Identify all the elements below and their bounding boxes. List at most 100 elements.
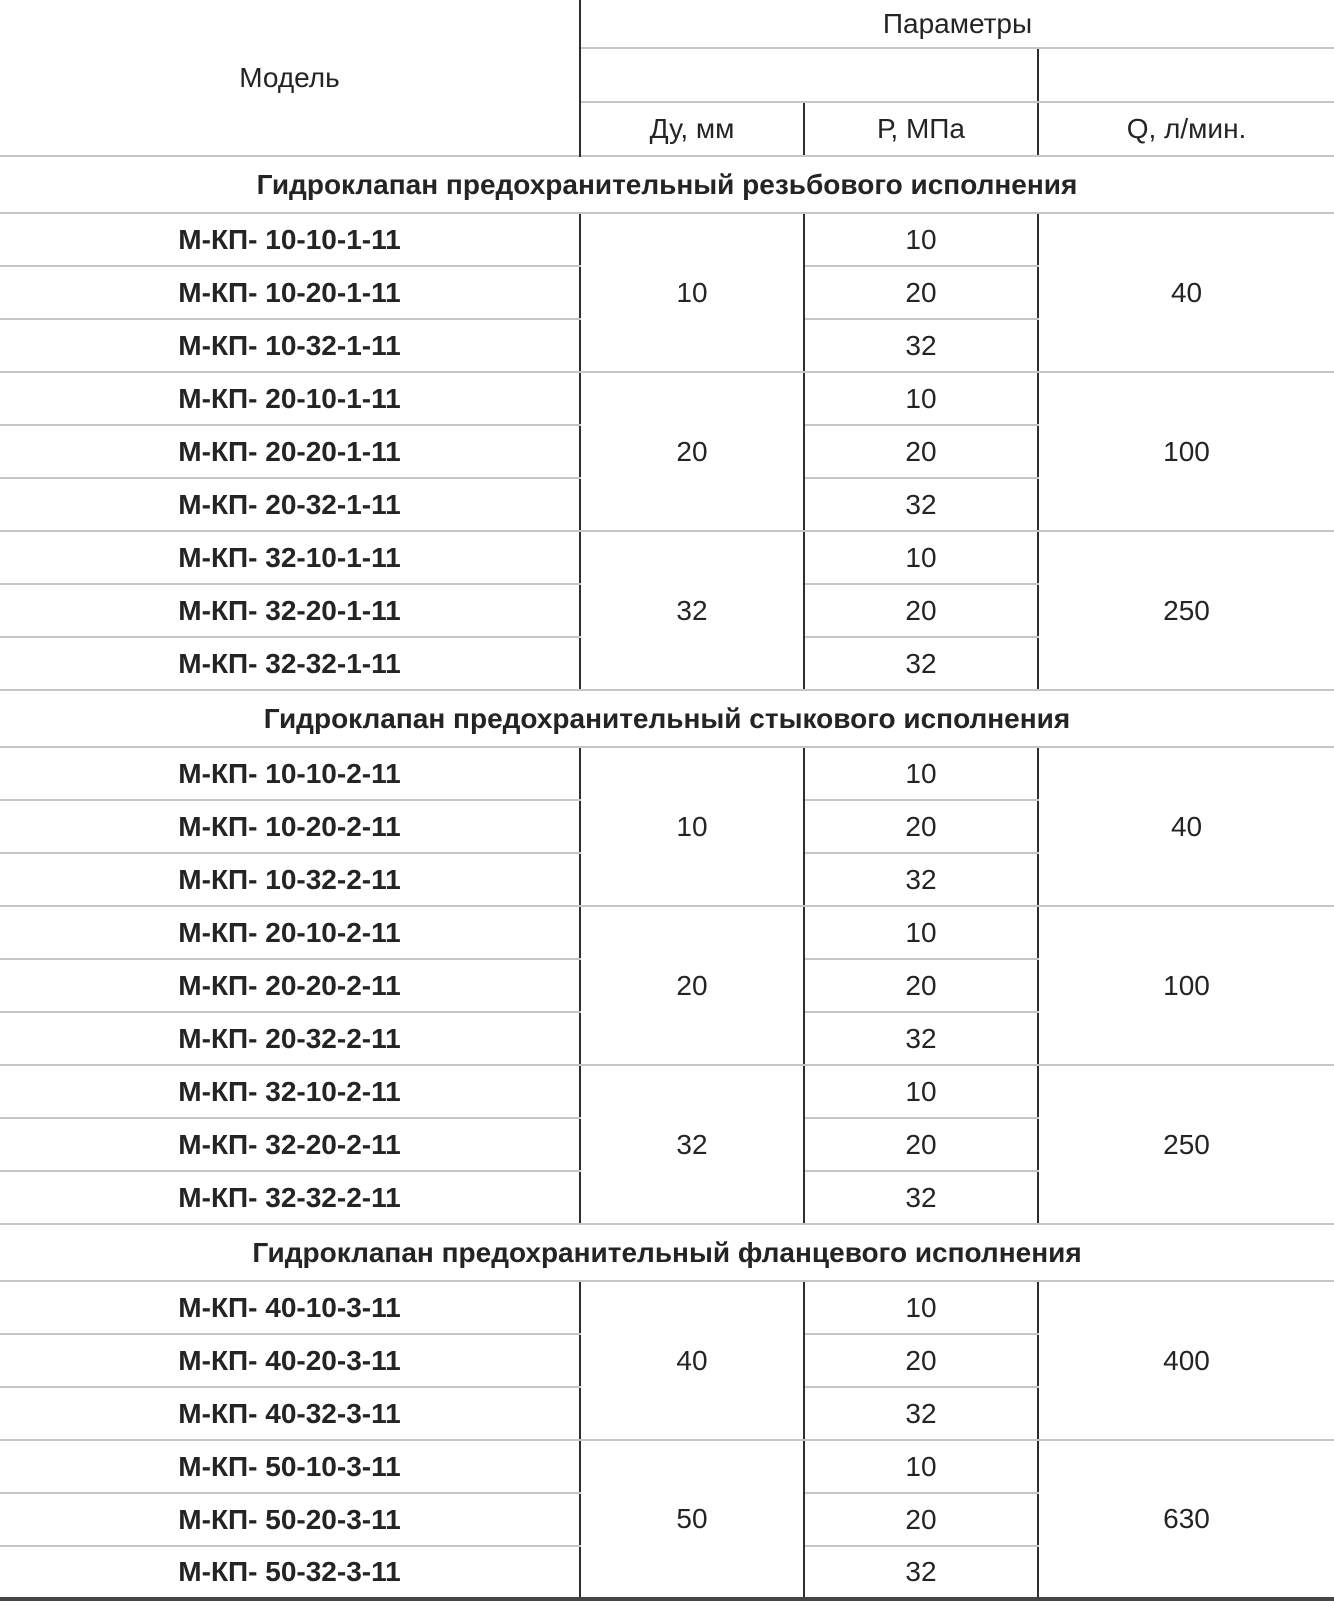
section-title: Гидроклапан предохранительный фланцевого… [0,1223,1334,1282]
du-value-cell: 20 [580,906,805,1066]
table-row: М-КП- 32-20-1-11 20 [0,584,1334,638]
model-cell: М-КП- 10-20-2-11 [0,800,581,854]
table-row: М-КП- 10-20-2-11 20 [0,800,1334,854]
pressure-value-cell: 10 [804,1281,1039,1335]
model-cell: М-КП- 32-32-1-11 [0,637,581,691]
table-row: М-КП- 20-10-1-11 20 10 100 [0,372,1334,532]
table-row: М-КП- 50-32-3-11 32 [0,1546,1334,1600]
header-row-parameters: Модель Параметры [0,0,1334,156]
header-spacer-row [0,48,1334,103]
flow-value-cell: 630 [1038,1440,1334,1600]
pressure-value-cell: 20 [804,584,1039,638]
pressure-value-cell: 32 [804,1546,1039,1600]
pressure-value-cell: 32 [804,637,1039,691]
pressure-value-cell: 10 [804,372,1039,426]
model-cell: М-КП- 32-20-2-11 [0,1118,581,1172]
pressure-column-header: Р, МПа [804,102,1039,157]
section-title-row: Гидроклапан предохранительный стыкового … [0,689,1334,748]
header-row-units: Ду, мм Р, МПа Q, л/мин. [0,102,1334,157]
section-title-row: Гидроклапан предохранительный резьбового… [0,155,1334,214]
pressure-value-cell: 10 [804,531,1039,585]
table-row: М-КП- 50-20-3-11 20 [0,1493,1334,1547]
header-spacer-right [1038,48,1334,103]
du-value-cell: 20 [580,372,805,532]
table-row: М-КП- 40-10-3-11 40 10 400 [0,1281,1334,1441]
table-row: М-КП- 10-32-1-11 32 [0,319,1334,373]
parameters-group-header: Параметры [580,0,1334,49]
model-cell: М-КП- 10-32-2-11 [0,853,581,907]
model-cell: М-КП- 40-32-3-11 [0,1387,581,1441]
model-cell: М-КП- 50-20-3-11 [0,1493,581,1547]
pressure-value-cell: 10 [804,1065,1039,1119]
pressure-value-cell: 20 [804,1334,1039,1388]
du-value-cell: 10 [580,213,805,373]
table-row: М-КП- 40-32-3-11 32 [0,1387,1334,1441]
du-value-cell: 32 [580,531,805,691]
model-cell: М-КП- 40-20-3-11 [0,1334,581,1388]
pressure-value-cell: 10 [804,213,1039,267]
table-row: М-КП- 32-32-2-11 32 [0,1171,1334,1225]
model-cell: М-КП- 50-10-3-11 [0,1440,581,1494]
table-row: М-КП- 32-20-2-11 20 [0,1118,1334,1172]
model-cell: М-КП- 20-10-1-11 [0,372,581,426]
du-value-cell: 32 [580,1065,805,1225]
pressure-value-cell: 32 [804,1012,1039,1066]
pressure-value-cell: 20 [804,959,1039,1013]
table-row: М-КП- 32-10-1-11 32 10 250 [0,531,1334,691]
pressure-value-cell: 32 [804,1171,1039,1225]
table-row: М-КП- 32-10-2-11 32 10 250 [0,1065,1334,1225]
flow-value-cell: 100 [1038,906,1334,1066]
model-cell: М-КП- 32-20-1-11 [0,584,581,638]
model-cell: М-КП- 40-10-3-11 [0,1281,581,1335]
du-value-cell: 10 [580,747,805,907]
model-cell: М-КП- 32-10-1-11 [0,531,581,585]
model-cell: М-КП- 32-10-2-11 [0,1065,581,1119]
flow-value-cell: 40 [1038,213,1334,373]
model-cell: М-КП- 32-32-2-11 [0,1171,581,1225]
header-spacer-left [580,48,1039,103]
section-title: Гидроклапан предохранительный резьбового… [0,155,1334,214]
model-cell: М-КП- 20-10-2-11 [0,906,581,960]
table-row: М-КП- 50-10-3-11 50 10 630 [0,1440,1334,1600]
pressure-value-cell: 20 [804,425,1039,479]
model-cell: М-КП- 50-32-3-11 [0,1546,581,1600]
flow-value-cell: 100 [1038,372,1334,532]
table-row: М-КП- 10-10-1-11 10 10 40 [0,213,1334,373]
du-value-cell: 50 [580,1440,805,1600]
model-cell: М-КП- 10-10-1-11 [0,213,581,267]
model-cell: М-КП- 10-10-2-11 [0,747,581,801]
pressure-value-cell: 32 [804,478,1039,532]
du-value-cell: 40 [580,1281,805,1441]
pressure-value-cell: 20 [804,1118,1039,1172]
pressure-value-cell: 32 [804,319,1039,373]
table-row: М-КП- 20-20-2-11 20 [0,959,1334,1013]
table-row: М-КП- 10-20-1-11 20 [0,266,1334,320]
models-column-header: Модель [0,0,581,156]
section-title-row: Гидроклапан предохранительный фланцевого… [0,1223,1334,1282]
model-cell: М-КП- 20-32-1-11 [0,478,581,532]
flow-value-cell: 40 [1038,747,1334,907]
flow-value-cell: 250 [1038,531,1334,691]
pressure-value-cell: 10 [804,906,1039,960]
model-cell: М-КП- 20-20-1-11 [0,425,581,479]
table-row: М-КП- 20-32-2-11 32 [0,1012,1334,1066]
pressure-value-cell: 10 [804,1440,1039,1494]
table-row: М-КП- 40-20-3-11 20 [0,1334,1334,1388]
model-cell: М-КП- 20-32-2-11 [0,1012,581,1066]
model-cell: М-КП- 20-20-2-11 [0,959,581,1013]
table-row: М-КП- 10-10-2-11 10 10 40 [0,747,1334,907]
flow-value-cell: 250 [1038,1065,1334,1225]
table-row: М-КП- 10-32-2-11 32 [0,853,1334,907]
flow-value-cell: 400 [1038,1281,1334,1441]
pressure-value-cell: 20 [804,800,1039,854]
table-row: М-КП- 20-32-1-11 32 [0,478,1334,532]
flow-column-header: Q, л/мин. [1038,102,1334,157]
pressure-value-cell: 32 [804,1387,1039,1441]
pressure-value-cell: 20 [804,266,1039,320]
model-cell: М-КП- 10-32-1-11 [0,319,581,373]
du-column-header: Ду, мм [580,102,805,157]
table-row: М-КП- 20-10-2-11 20 10 100 [0,906,1334,1066]
pressure-value-cell: 20 [804,1493,1039,1547]
model-cell: М-КП- 10-20-1-11 [0,266,581,320]
